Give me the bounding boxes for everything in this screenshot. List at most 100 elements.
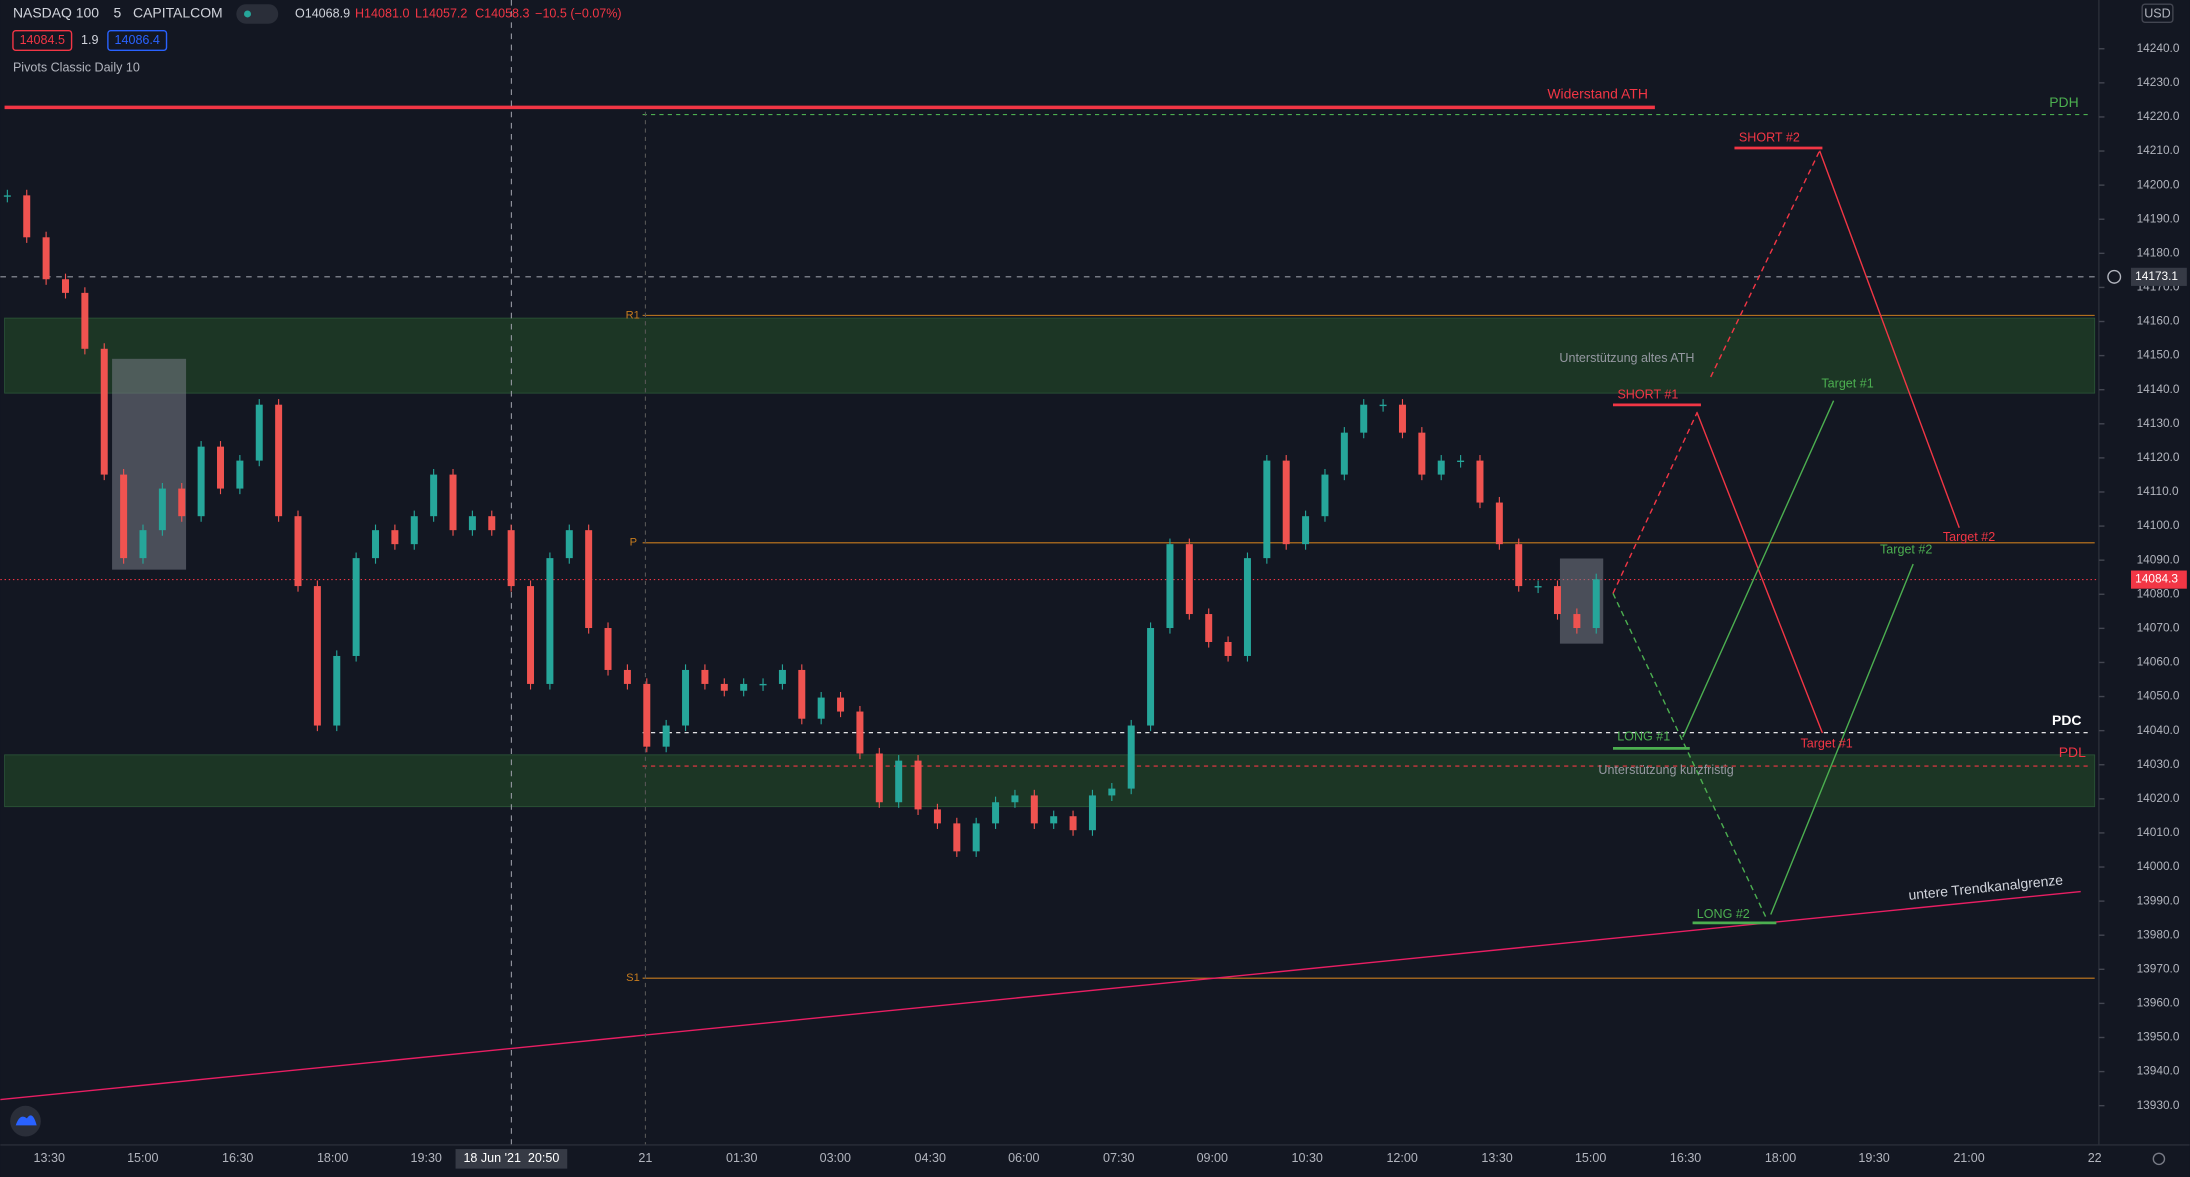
level-label: PDL (2059, 744, 2086, 760)
symbol: NASDAQ 100 (13, 5, 99, 21)
zone-label: Unterstützung kurzfristig (1598, 763, 1733, 777)
trade-label: LONG #1 (1617, 730, 1670, 744)
y-tick-label: 14140.0 (2137, 382, 2180, 396)
y-tick-label: 14130.0 (2137, 416, 2180, 430)
ohlc: O14068.9 H14081.0 L14057.2 C14058.3 −10.5 (−… (295, 6, 622, 20)
candle (1573, 614, 1581, 629)
spread: 1.9 (81, 33, 98, 47)
cursor-time-box (455, 1149, 568, 1169)
x-tick-label: 19:30 (411, 1151, 442, 1165)
candle (42, 237, 50, 280)
y-tick-label: 14180.0 (2137, 245, 2180, 259)
sell-price[interactable]: 14084.5 (20, 33, 65, 47)
crosshair-plus (2107, 269, 2122, 284)
level-label: Widerstand ATH (1547, 86, 1648, 102)
candle (1418, 432, 1426, 475)
x-tick-label: 16:30 (222, 1151, 253, 1165)
candle (507, 530, 515, 587)
cursor-time: 18 Jun '21 20:50 (463, 1151, 559, 1165)
candle (585, 530, 593, 629)
x-tick-label: 04:30 (915, 1151, 946, 1165)
x-tick-label: 15:00 (1575, 1151, 1606, 1165)
candle (759, 683, 767, 686)
candle (1088, 795, 1096, 831)
candle (217, 446, 224, 489)
x-tick-label: 18:00 (1765, 1151, 1796, 1165)
x-tick-label: 19:30 (1858, 1151, 1889, 1165)
candle (953, 823, 961, 852)
candle (139, 530, 147, 559)
ohlc-value: L14057.2 (415, 6, 467, 20)
trendline (0, 890, 2081, 1101)
candle (1321, 474, 1329, 517)
currency[interactable]: USD (2144, 6, 2171, 20)
candle (468, 516, 476, 531)
candle (837, 697, 845, 712)
candle (1243, 558, 1251, 656)
candle (1224, 641, 1232, 656)
candle (1534, 586, 1542, 588)
candle (623, 669, 631, 684)
candle (856, 711, 864, 754)
ohlc-value: C14058.3 (475, 6, 529, 20)
candle (333, 655, 341, 726)
candle (1476, 460, 1484, 503)
candle (255, 404, 263, 461)
candle (972, 823, 980, 852)
y-tick-label: 14200.0 (2137, 177, 2180, 191)
path-dashed (1710, 150, 1821, 378)
level-label: R1 (626, 309, 640, 321)
candle (662, 725, 670, 747)
candle (778, 669, 786, 684)
candle (682, 669, 690, 726)
y-tick-label: 14030.0 (2137, 757, 2180, 771)
last-price-box (2130, 570, 2187, 589)
candle (120, 474, 128, 559)
candles (3, 189, 1600, 857)
candle (1011, 795, 1019, 803)
x-tick-label: 22 (2088, 1151, 2102, 1165)
sell-button[interactable] (12, 30, 73, 51)
candle (1108, 788, 1116, 796)
y-tick-label: 13930.0 (2137, 1098, 2180, 1112)
settings-icon[interactable] (2152, 1152, 2166, 1166)
candle (1282, 460, 1290, 545)
candle (430, 474, 438, 517)
candle (1302, 516, 1310, 545)
y-tick-label: 14220.0 (2137, 109, 2180, 123)
currency-button[interactable] (2141, 3, 2174, 24)
candle (1398, 404, 1406, 433)
trade-label: Target #2 (1880, 542, 1932, 556)
y-tick-label: 13980.0 (2137, 927, 2180, 941)
candle (391, 530, 399, 545)
y-tick-label: 14050.0 (2137, 689, 2180, 703)
candle (1360, 404, 1368, 433)
y-tick-label: 13940.0 (2137, 1064, 2180, 1078)
candle (3, 195, 11, 197)
buy-button[interactable] (107, 30, 168, 51)
path (1696, 411, 1824, 734)
candle (1340, 432, 1348, 475)
x-tick-label: 09:00 (1197, 1151, 1228, 1165)
y-tick-label: 14110.0 (2137, 484, 2179, 498)
candle (740, 683, 748, 691)
y-tick-label: 13990.0 (2137, 893, 2180, 907)
candle (158, 488, 166, 531)
x-tick-label: 10:30 (1292, 1151, 1323, 1165)
cursor-price: 14173.1 (2135, 269, 2178, 283)
x-tick-label: 15:00 (127, 1151, 158, 1165)
candle (604, 628, 612, 670)
x-tick-label: 07:30 (1103, 1151, 1134, 1165)
buy-price[interactable]: 14086.4 (115, 33, 160, 47)
candle (992, 802, 1000, 824)
axis-labels: 14240.0 14230.0 14220.0 14210.0 14200.0 14190… (34, 41, 2187, 1169)
status-pill[interactable] (236, 4, 279, 24)
candle (933, 809, 941, 824)
candle (61, 279, 69, 293)
y-tick-label: 14090.0 (2137, 552, 2180, 566)
x-tick-label: 01:30 (726, 1151, 757, 1165)
candle (313, 586, 321, 726)
x-tick-label: 18:00 (317, 1151, 348, 1165)
y-tick-label: 14000.0 (2137, 859, 2180, 873)
